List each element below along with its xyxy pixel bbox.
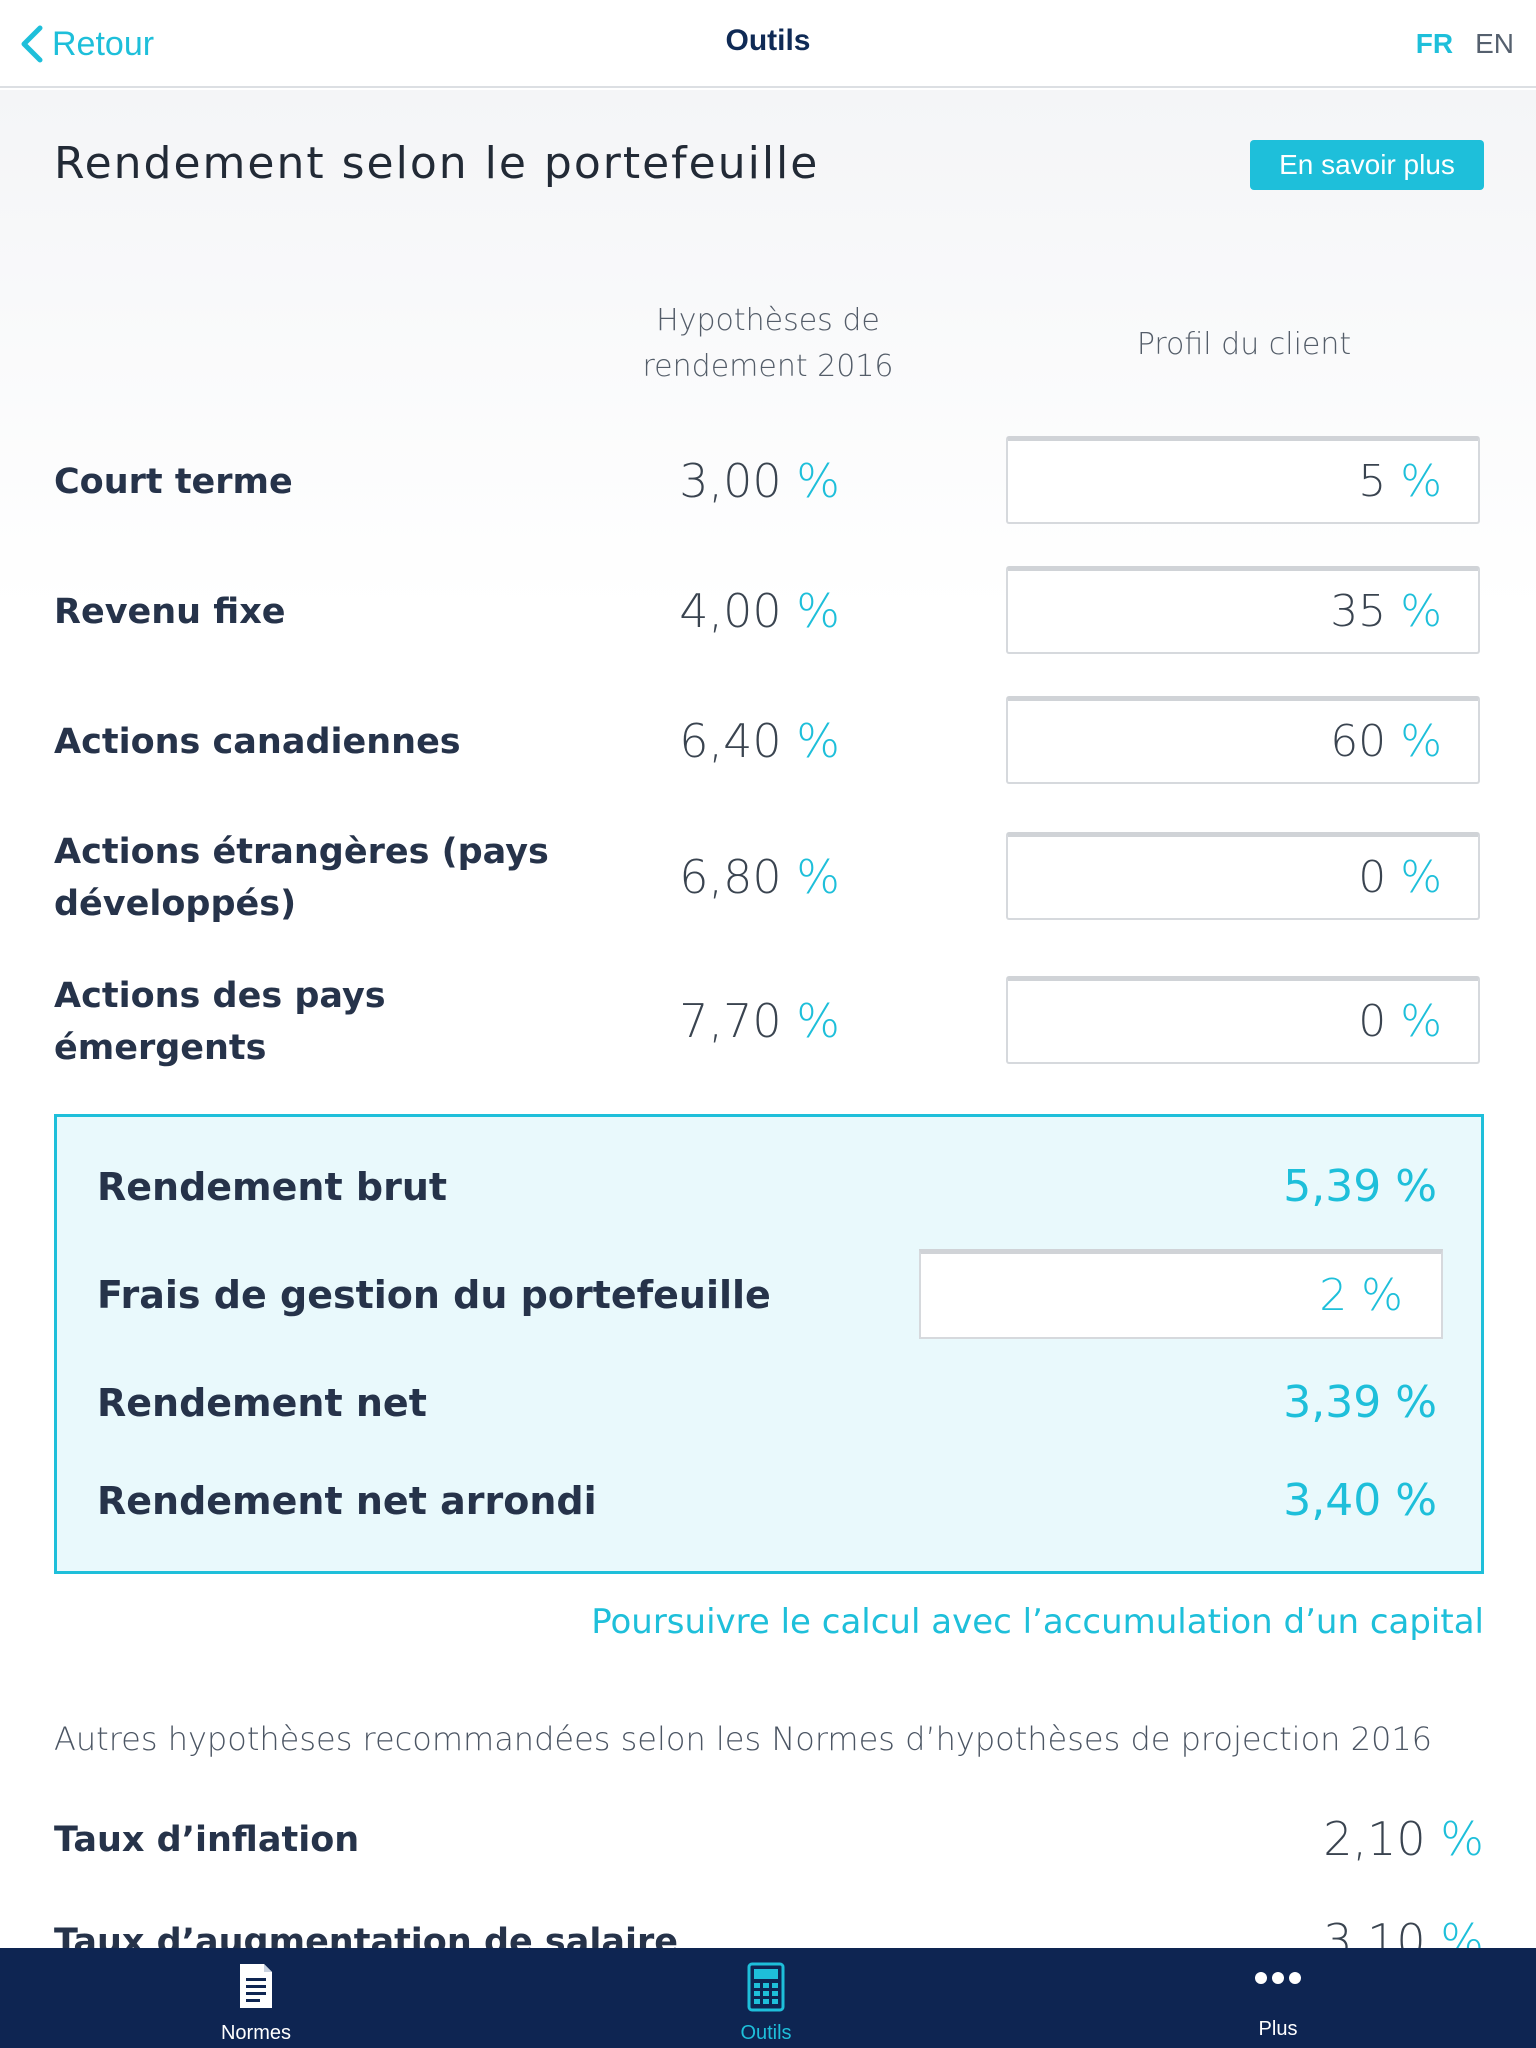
hyp-value-number: 6,80 xyxy=(679,850,782,904)
client-input-value: 0 xyxy=(1358,852,1387,903)
column-header-client-profile: Profil du client xyxy=(1136,327,1352,362)
nav-title: Outils xyxy=(725,24,811,57)
client-input-value: 5 xyxy=(1358,456,1387,507)
row-label-line2: développés) xyxy=(54,884,297,924)
back-label: Retour xyxy=(52,24,155,63)
learn-more-button[interactable]: En savoir plus xyxy=(1250,140,1484,190)
row-label-line1: Actions étrangères (pays xyxy=(54,832,549,872)
percent-sign: % xyxy=(796,454,840,508)
percent-sign: % xyxy=(796,584,840,638)
column-header-hypotheses: Hypothèses de rendement 2016 xyxy=(600,298,936,390)
percent-sign: % xyxy=(1400,996,1442,1047)
net-return-label: Rendement net xyxy=(97,1381,427,1425)
chevron-left-icon xyxy=(21,25,43,63)
more-dots-icon xyxy=(1255,1972,1301,1984)
hyp-value-number: 4,00 xyxy=(679,584,782,638)
tab-label: Plus xyxy=(1258,2018,1298,2040)
client-input-value: 0 xyxy=(1358,996,1387,1047)
tab-outils[interactable]: Outils xyxy=(616,1948,916,2048)
row-label-canadian-equities: Actions canadiennes xyxy=(54,722,461,762)
percent-sign: % xyxy=(1440,1812,1484,1866)
percent-sign: % xyxy=(1440,1914,1484,1948)
client-input-value: 35 xyxy=(1330,586,1387,637)
row-hypothesis-value: 4,00 % xyxy=(600,584,840,638)
salary-increase-value: 3,10 % xyxy=(1323,1914,1484,1948)
tab-label: Outils xyxy=(740,2022,792,2044)
client-input-fixed-income[interactable]: 35 % xyxy=(1006,566,1480,654)
client-input-short-term[interactable]: 5 % xyxy=(1006,436,1480,524)
lang-fr[interactable]: FR xyxy=(1415,28,1454,59)
percent-sign: % xyxy=(796,714,840,768)
percent-sign: % xyxy=(1400,456,1442,507)
row-label-line1: Actions des pays xyxy=(54,976,386,1016)
salary-increase-number: 3,10 xyxy=(1323,1914,1426,1948)
column-header-hypotheses-line2: rendement 2016 xyxy=(642,349,894,384)
hyp-value-number: 6,40 xyxy=(679,714,782,768)
percent-sign: % xyxy=(796,994,840,1048)
hyp-value-number: 3,00 xyxy=(679,454,782,508)
page-title: Rendement selon le portefeuille xyxy=(54,138,820,189)
calculator-icon xyxy=(747,1962,785,2012)
row-label-line2: émergents xyxy=(54,1028,267,1068)
inflation-rate-label: Taux d’inflation xyxy=(54,1820,360,1860)
results-panel: Rendement brut 5,39 % Frais de gestion d… xyxy=(54,1114,1484,1574)
gross-return-value: 5,39 % xyxy=(1283,1161,1437,1212)
hyp-value-number: 7,70 xyxy=(679,994,782,1048)
percent-sign: % xyxy=(1400,852,1442,903)
tab-bar: Normes Outils Plus xyxy=(0,1948,1536,2048)
tab-plus[interactable]: Plus xyxy=(1128,1948,1428,2048)
row-label-foreign-equities: Actions étrangères (pays développés) xyxy=(54,826,614,930)
tab-label: Normes xyxy=(220,2022,291,2044)
row-label-emerging-markets: Actions des pays émergents xyxy=(54,970,614,1074)
row-hypothesis-value: 7,70 % xyxy=(600,994,840,1048)
percent-sign: % xyxy=(796,850,840,904)
client-input-canadian-equities[interactable]: 60 % xyxy=(1006,696,1480,784)
row-hypothesis-value: 3,00 % xyxy=(600,454,840,508)
percent-sign: % xyxy=(1400,716,1442,767)
net-return-rounded-label: Rendement net arrondi xyxy=(97,1479,597,1523)
client-input-value: 60 xyxy=(1330,716,1387,767)
net-return-rounded-value: 3,40 % xyxy=(1283,1475,1437,1526)
row-hypothesis-value: 6,40 % xyxy=(600,714,840,768)
client-input-emerging-markets[interactable]: 0 % xyxy=(1006,976,1480,1064)
language-switcher: FR EN xyxy=(1416,28,1514,60)
inflation-rate-value: 2,10 % xyxy=(1323,1812,1484,1866)
navigation-bar: Retour Outils FR EN xyxy=(0,0,1536,88)
lang-en[interactable]: EN xyxy=(1475,28,1514,59)
document-icon xyxy=(240,1964,272,2008)
percent-sign: % xyxy=(1400,586,1442,637)
inflation-rate-number: 2,10 xyxy=(1323,1812,1426,1866)
tab-normes[interactable]: Normes xyxy=(106,1948,406,2048)
client-input-foreign-equities[interactable]: 0 % xyxy=(1006,832,1480,920)
row-label-fixed-income: Revenu fixe xyxy=(54,592,286,632)
management-fees-input[interactable]: 2 % xyxy=(919,1249,1443,1339)
main-content: Rendement selon le portefeuille En savoi… xyxy=(0,90,1536,1948)
gross-return-label: Rendement brut xyxy=(97,1165,448,1209)
management-fees-label: Frais de gestion du portefeuille xyxy=(97,1273,771,1317)
back-button[interactable]: Retour xyxy=(18,22,154,66)
continue-calculation-link[interactable]: Poursuivre le calcul avec l’accumulation… xyxy=(591,1602,1484,1642)
column-header-hypotheses-line1: Hypothèses de xyxy=(656,303,880,338)
row-hypothesis-value: 6,80 % xyxy=(600,850,840,904)
salary-increase-label: Taux d’augmentation de salaire xyxy=(54,1922,678,1948)
net-return-value: 3,39 % xyxy=(1283,1377,1437,1428)
row-label-short-term: Court terme xyxy=(54,462,293,502)
other-assumptions-note: Autres hypothèses recommandées selon les… xyxy=(54,1720,1433,1758)
